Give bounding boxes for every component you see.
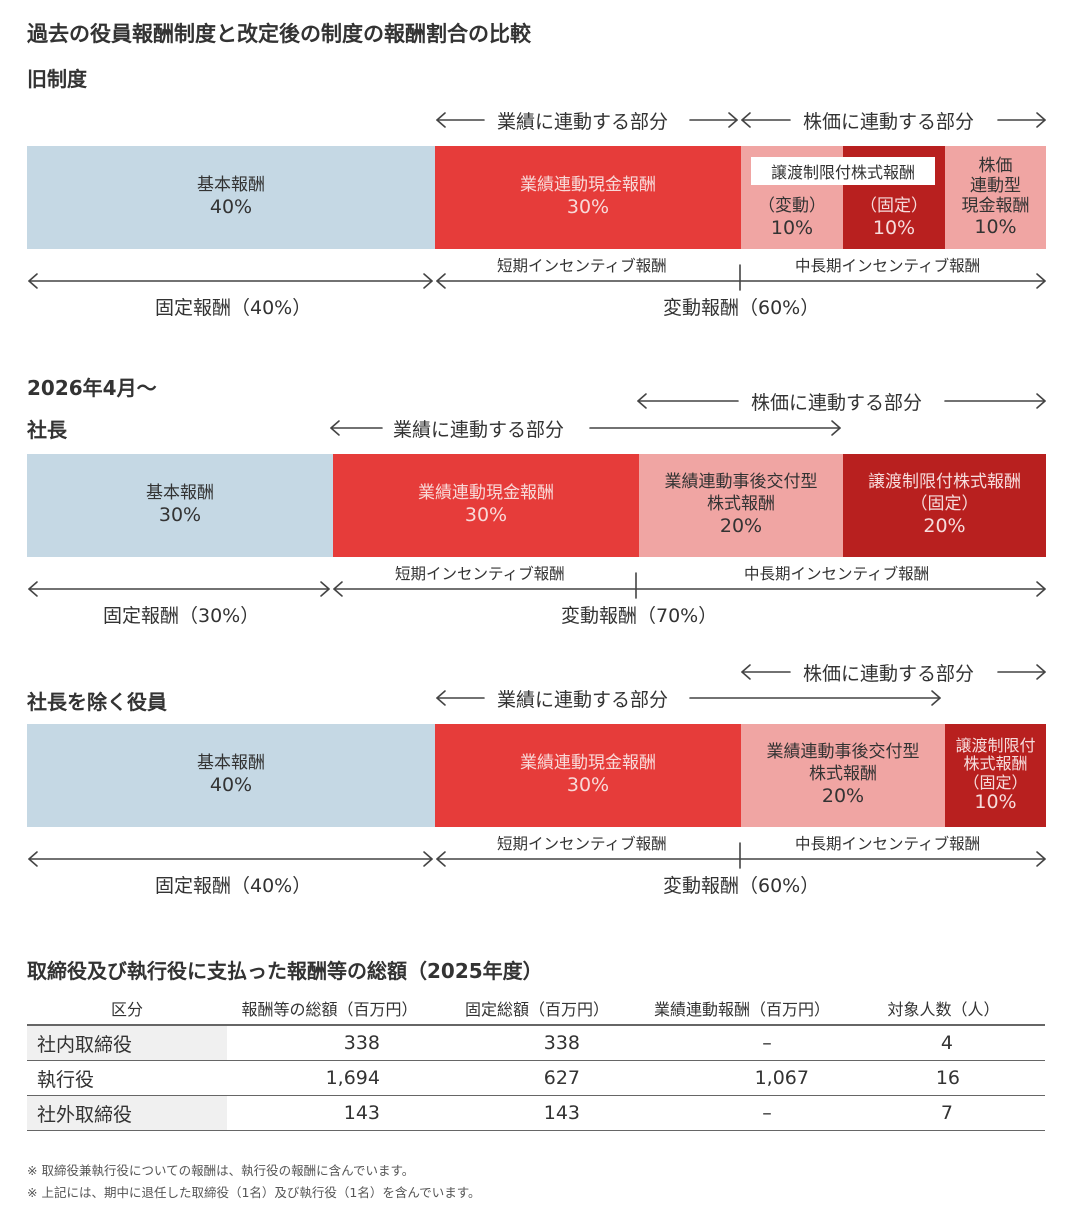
col-header-category: 区分 (27, 992, 227, 1026)
c3-stock-linked-label: 株価に連動する部分 (803, 663, 975, 685)
c1-segment-base-label: 基本報酬 (197, 175, 265, 195)
footnote-2: ※ 上記には、期中に退任した取締役（1名）及び執行役（1名）を含んでいます。 (27, 1185, 481, 1200)
c2-segment-performance-stock-line1: 業績連動事後交付型 (664, 472, 818, 493)
footnote-1: ※ 取締役兼執行役についての報酬は、執行役の報酬に含んでいます。 (27, 1163, 415, 1178)
row-performance: 1,067 (642, 1060, 842, 1096)
c1-segment-stock-linked-cash-line3: 現金報酬 (961, 196, 1030, 217)
table-title: 取締役及び執行役に支払った報酬等の総額（2025年度） (27, 959, 543, 983)
c3-segment-restricted-stock: 譲渡制限付 株式報酬 （固定） 10% (945, 724, 1046, 827)
c1-performance-linked-label: 業績に連動する部分 (497, 111, 669, 133)
row-total: 338 (227, 1025, 432, 1061)
c2-segment-performance-stock: 業績連動事後交付型 株式報酬 20% (639, 454, 843, 557)
table-row: 社内取締役 338 338 – 4 (27, 1025, 1045, 1061)
row-performance: – (642, 1095, 842, 1131)
c2-segment-performance-cash: 業績連動現金報酬 30% (333, 454, 639, 557)
c1-stock-linked-label: 株価に連動する部分 (803, 111, 975, 133)
c1-segment-performance-cash-label: 業績連動現金報酬 (520, 175, 656, 195)
c1-segment-stock-linked-cash-value: 10% (974, 216, 1017, 239)
col-header-fixed: 固定総額（百万円） (432, 992, 642, 1026)
row-fixed: 627 (432, 1060, 642, 1096)
c3-performance-linked-label: 業績に連動する部分 (497, 689, 669, 711)
c1-mid-long-term-label: 中長期インセンティブ報酬 (795, 257, 981, 275)
row-category: 社外取締役 (27, 1095, 227, 1131)
c2-mid-long-term-label: 中長期インセンティブ報酬 (744, 565, 930, 583)
c3-fixed-label: 固定報酬（40%） (155, 875, 312, 897)
c3-segment-restricted-stock-line3: （固定） (963, 772, 1028, 792)
c2-segment-base-label: 基本報酬 (146, 483, 214, 503)
row-fixed: 338 (432, 1025, 642, 1061)
row-headcount: 16 (842, 1060, 1045, 1096)
c2-segment-performance-cash-label: 業績連動現金報酬 (418, 483, 554, 503)
c3-segment-performance-stock-line2: 株式報酬 (809, 763, 877, 784)
c2-segment-restricted-stock-line2: （固定） (910, 493, 979, 514)
c3-segment-performance-stock-line1: 業績連動事後交付型 (766, 742, 920, 763)
c2-variable-label: 変動報酬（70%） (561, 605, 718, 627)
row-headcount: 4 (842, 1025, 1045, 1061)
c1-restricted-stock-tag: 譲渡制限付株式報酬 (751, 157, 935, 185)
row-total: 1,694 (227, 1060, 432, 1096)
row-performance: – (642, 1025, 842, 1061)
row-category: 社内取締役 (27, 1025, 227, 1061)
row-category: 執行役 (27, 1060, 227, 1096)
col-header-total: 報酬等の総額（百万円） (227, 992, 432, 1026)
old-system-heading: 旧制度 (27, 67, 87, 91)
c1-segment-rs-variable-value: 10% (770, 217, 814, 240)
c1-fixed-label: 固定報酬（40%） (155, 297, 312, 319)
c1-segment-stock-linked-cash-line2: 連動型 (970, 176, 1021, 197)
c3-segment-base-value: 40% (209, 774, 253, 797)
c1-segment-stock-linked-cash: 株価 連動型 現金報酬 10% (945, 146, 1046, 249)
c3-variable-label: 変動報酬（60%） (663, 875, 820, 897)
c2-segment-restricted-stock-line1: 譲渡制限付株式報酬 (868, 472, 1021, 493)
table-header-row: 区分 報酬等の総額（百万円） 固定総額（百万円） 業績連動報酬（百万円） 対象人… (27, 992, 1045, 1026)
c3-segment-base: 基本報酬 40% (27, 724, 435, 827)
row-total: 143 (227, 1095, 432, 1131)
c2-segment-base: 基本報酬 30% (27, 454, 333, 557)
c3-segment-performance-cash-label: 業績連動現金報酬 (520, 753, 656, 773)
c3-segment-restricted-stock-line1: 譲渡制限付 (955, 735, 1036, 755)
c2-fixed-label: 固定報酬（30%） (103, 605, 260, 627)
page-title: 過去の役員報酬制度と改定後の制度の報酬割合の比較 (27, 22, 531, 46)
c1-segment-rs-fixed-value: 10% (872, 217, 916, 240)
compensation-table: 区分 報酬等の総額（百万円） 固定総額（百万円） 業績連動報酬（百万円） 対象人… (27, 992, 1045, 1131)
c3-segment-restricted-stock-line2: 株式報酬 (963, 754, 1028, 774)
c1-segment-base: 基本報酬 40% (27, 146, 435, 249)
c1-segment-stock-linked-cash-line1: 株価 (978, 156, 1013, 177)
new-period-heading: 2026年4月～ (27, 376, 157, 400)
table-row: 執行役 1,694 627 1,067 16 (27, 1060, 1045, 1096)
c2-segment-performance-cash-value: 30% (464, 504, 508, 527)
c2-performance-linked-label: 業績に連動する部分 (393, 419, 565, 441)
c2-short-term-label: 短期インセンティブ報酬 (395, 565, 565, 583)
col-header-performance: 業績連動報酬（百万円） (642, 992, 842, 1026)
c1-segment-performance-cash-value: 30% (566, 196, 610, 219)
c2-segment-restricted-stock: 譲渡制限付株式報酬 （固定） 20% (843, 454, 1046, 557)
row-headcount: 7 (842, 1095, 1045, 1131)
c2-stock-linked-label: 株価に連動する部分 (751, 392, 923, 414)
c1-segment-rs-variable-label: （変動） (758, 196, 826, 216)
c1-variable-label: 変動報酬（60%） (663, 297, 820, 319)
c3-segment-performance-cash-value: 30% (566, 774, 610, 797)
c3-short-term-label: 短期インセンティブ報酬 (497, 835, 667, 853)
c3-mid-long-term-label: 中長期インセンティブ報酬 (795, 835, 981, 853)
c3-segment-performance-cash: 業績連動現金報酬 30% (435, 724, 741, 827)
c2-segment-restricted-stock-value: 20% (923, 514, 966, 537)
c2-segment-performance-stock-line2: 株式報酬 (707, 493, 775, 514)
c2-segment-performance-stock-value: 20% (719, 514, 763, 537)
c3-segment-performance-stock: 業績連動事後交付型 株式報酬 20% (741, 724, 945, 827)
c1-short-term-label: 短期インセンティブ報酬 (497, 257, 667, 275)
table-row: 社外取締役 143 143 – 7 (27, 1095, 1045, 1131)
row-fixed: 143 (432, 1095, 642, 1131)
c1-segment-rs-fixed-label: （固定） (860, 196, 928, 216)
c1-segment-base-value: 40% (209, 196, 253, 219)
c3-segment-restricted-stock-value: 10% (974, 791, 1017, 814)
c3-segment-performance-stock-value: 20% (821, 784, 865, 807)
c3-segment-base-label: 基本報酬 (197, 753, 265, 773)
c2-segment-base-value: 30% (158, 504, 202, 527)
col-header-headcount: 対象人数（人） (842, 992, 1045, 1026)
president-heading: 社長 (27, 418, 67, 442)
c1-segment-performance-cash: 業績連動現金報酬 30% (435, 146, 741, 249)
other-officers-heading: 社長を除く役員 (27, 690, 167, 714)
